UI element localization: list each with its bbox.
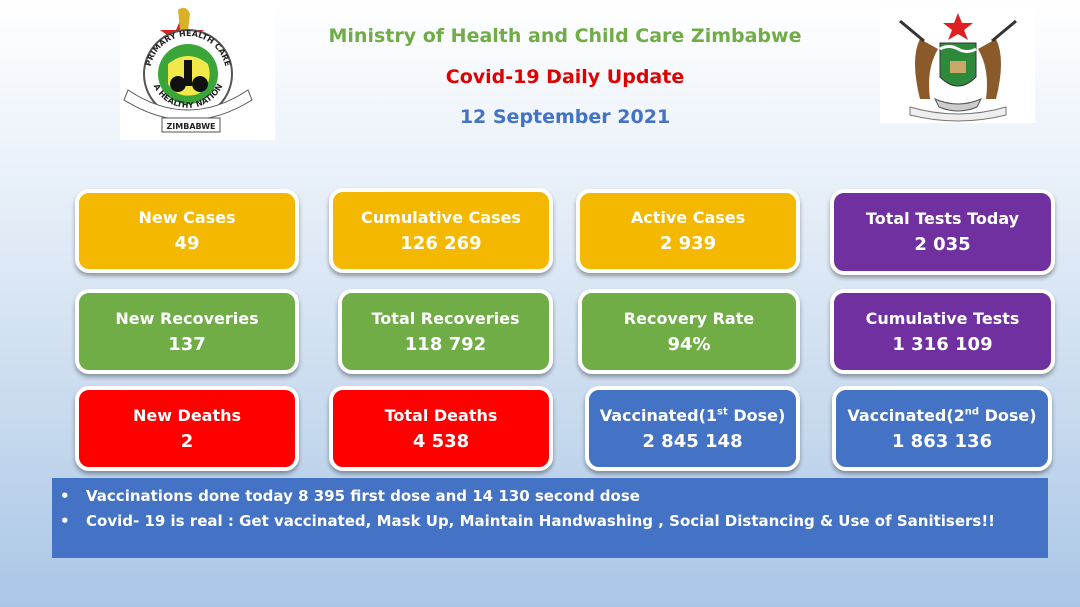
stat-card-total-deaths: Total Deaths 4 538	[329, 386, 553, 471]
update-date: 12 September 2021	[459, 106, 671, 128]
bullet: •	[60, 512, 70, 530]
stat-label: New Cases	[138, 205, 235, 231]
stat-value: 2	[180, 430, 194, 452]
stat-label-superscript: st	[717, 406, 728, 418]
primary-health-care-logo: PRIMARY HEALTH CARE A HEALTHY NATION ZIM…	[120, 2, 275, 140]
stat-value: 2 035	[914, 234, 971, 255]
stat-label-text: New Recoveries	[115, 308, 259, 328]
stat-card-vaccinated-2nd: Vaccinated(2nd Dose) 1 863 136	[832, 386, 1052, 471]
stat-card-vaccinated-1st: Vaccinated(1st Dose) 2 845 148	[585, 386, 800, 471]
zimbabwe-coat-of-arms	[880, 9, 1035, 123]
bullet: •	[60, 487, 70, 505]
stat-label-text: New Cases	[138, 208, 236, 227]
stat-label-end: Dose)	[979, 405, 1037, 425]
stat-value: 94%	[667, 333, 711, 355]
stat-value: 126 269	[400, 232, 482, 254]
stat-label-text: Total Tests Today	[865, 209, 1020, 228]
notes-banner: • Vaccinations done today 8 395 first dos…	[52, 478, 1048, 558]
update-title: Covid-19 Daily Update	[445, 66, 685, 88]
stat-value: 4 538	[412, 430, 470, 452]
stat-card-total-tests-today: Total Tests Today 2 035	[830, 189, 1055, 275]
stat-label: New Recoveries	[115, 306, 258, 332]
stat-value: 49	[174, 233, 200, 254]
stat-label: Cumulative Cases	[361, 205, 521, 231]
stat-value: 137	[168, 333, 206, 355]
stat-card-new-recoveries: New Recoveries 137	[75, 289, 299, 374]
stat-label-end: Dose)	[727, 405, 786, 425]
stat-label-superscript: nd	[964, 406, 980, 418]
stat-value: 2 845 148	[642, 430, 743, 452]
stat-value: 1 863 136	[891, 430, 993, 452]
stat-label: Active Cases	[631, 205, 745, 231]
stat-label-text: Vaccinated(2	[847, 405, 965, 425]
stat-label-text: Total Deaths	[384, 405, 498, 425]
stat-label: Total Recoveries	[372, 306, 520, 332]
stat-label: Cumulative Tests	[866, 306, 1020, 332]
stat-label-text: Active Cases	[630, 208, 746, 227]
stat-label: Vaccinated(1st Dose)	[600, 403, 786, 429]
stat-label-text: Recovery Rate	[623, 308, 755, 328]
stat-value: 118 792	[404, 333, 487, 355]
stat-card-total-recoveries: Total Recoveries 118 792	[338, 289, 553, 374]
stat-label-text: Cumulative Tests	[865, 308, 1020, 328]
svg-text:ZIMBABWE: ZIMBABWE	[167, 122, 216, 131]
note-item: • Covid- 19 is real : Get vaccinated, Mas…	[60, 509, 1048, 534]
stat-card-new-deaths: New Deaths 2	[75, 386, 299, 471]
stat-label: Recovery Rate	[624, 306, 754, 332]
stat-card-new-cases: New Cases 49	[75, 189, 299, 273]
stat-card-active-cases: Active Cases 2 939	[576, 189, 800, 273]
ministry-name: Ministry of Health and Child Care Zimbab…	[328, 25, 802, 47]
note-text: Covid- 19 is real : Get vaccinated, Mask…	[86, 512, 996, 530]
stat-label-text: Total Recoveries	[371, 308, 520, 328]
stat-label: Total Tests Today	[866, 206, 1019, 232]
stat-card-recovery-rate: Recovery Rate 94%	[578, 289, 800, 374]
note-item: • Vaccinations done today 8 395 first dos…	[60, 484, 1048, 509]
stat-label-text: New Deaths	[132, 405, 242, 425]
stat-card-cumulative-cases: Cumulative Cases 126 269	[329, 188, 553, 273]
note-text: Vaccinations done today 8 395 first dose…	[86, 487, 640, 505]
stat-label: New Deaths	[133, 403, 241, 429]
stat-label-text: Cumulative Cases	[361, 207, 521, 227]
stat-card-cumulative-tests: Cumulative Tests 1 316 109	[830, 289, 1055, 374]
stat-value: 2 939	[659, 233, 717, 254]
stat-label: Vaccinated(2nd Dose)	[847, 403, 1036, 429]
stat-label-text: Vaccinated(1	[599, 405, 718, 425]
stat-value: 1 316 109	[892, 333, 993, 355]
stat-label: Total Deaths	[385, 403, 498, 429]
